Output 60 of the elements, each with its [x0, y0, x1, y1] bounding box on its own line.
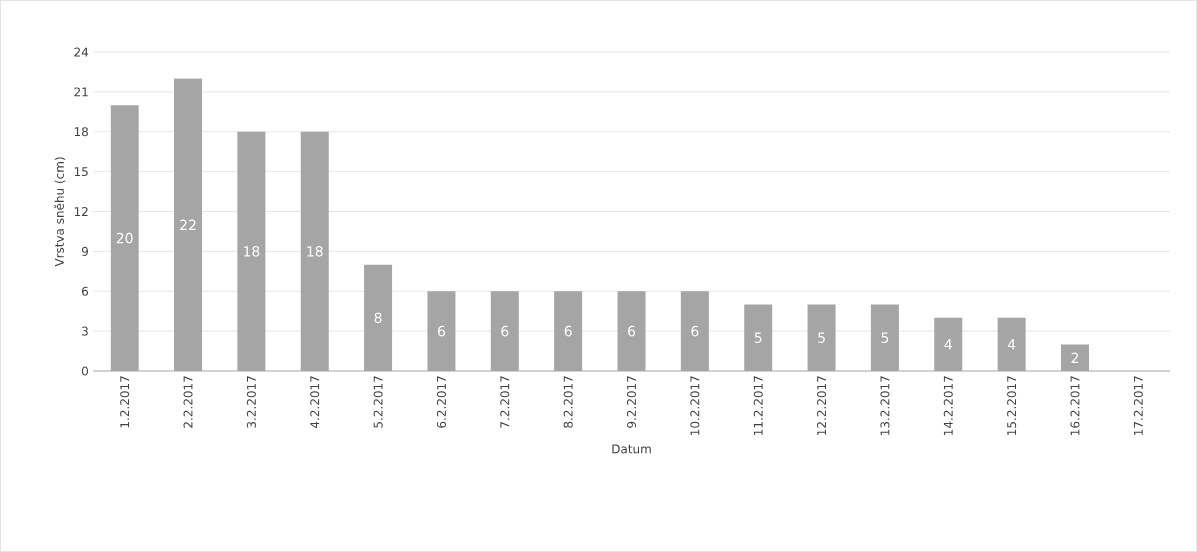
bar: [1060, 344, 1089, 371]
x-tick-label: 12.2.2017: [817, 376, 827, 435]
x-tick-label: 3.2.2017: [246, 376, 256, 428]
y-tick-label: 0: [81, 366, 89, 376]
data-label: 18: [307, 246, 323, 257]
x-tick-label: 6.2.2017: [436, 376, 446, 428]
x-tick-label: 7.2.2017: [500, 376, 510, 428]
bar: [364, 264, 393, 371]
data-label: 5: [881, 332, 889, 343]
x-tick-label: 1.2.2017: [120, 376, 130, 428]
data-label: 20: [116, 232, 133, 244]
bar: [427, 291, 456, 371]
bar: [744, 304, 773, 371]
y-tick-label: 21: [74, 87, 88, 97]
bar: [680, 291, 709, 371]
x-tick-label: 4.2.2017: [310, 376, 320, 429]
x-tick-label: 14.2.2017: [943, 376, 953, 435]
data-label: 4: [1007, 339, 1016, 350]
data-label: 6: [501, 325, 509, 337]
x-tick-label: 11.2.2017: [753, 376, 763, 435]
data-label: 5: [818, 332, 825, 343]
y-tick-label: 24: [74, 47, 89, 57]
data-label: 5: [754, 332, 762, 343]
bar: [870, 304, 899, 371]
data-label: 6: [691, 325, 699, 337]
bar: [490, 291, 519, 371]
y-tick-label: 3: [82, 326, 88, 336]
bar: [807, 304, 836, 371]
x-tick-label: 10.2.2017: [690, 376, 700, 435]
y-tick-label: 18: [74, 127, 88, 137]
x-axis-title: Datum: [612, 444, 651, 454]
y-tick-label: 9: [81, 246, 88, 256]
data-label: 4: [944, 339, 952, 350]
y-axis-title: Vrstva sněhu (cm): [54, 157, 66, 267]
bar: [110, 105, 139, 371]
data-label: 6: [628, 325, 636, 337]
bar: [237, 131, 266, 371]
x-tick-label: 9.2.2017: [626, 376, 637, 428]
x-tick-label: 2.2.2017: [183, 376, 193, 428]
x-tick-label: 17.2.2017: [1133, 376, 1143, 435]
data-label: 22: [180, 219, 196, 230]
x-tick-label: 8.2.2017: [563, 376, 573, 428]
data-label: 6: [437, 325, 446, 337]
y-tick-label: 12: [74, 207, 88, 216]
data-label: 6: [564, 325, 572, 337]
bar: [554, 291, 583, 371]
x-tick-label: 16.2.2017: [1070, 376, 1080, 435]
data-label: 8: [374, 312, 382, 324]
bar: [174, 78, 203, 371]
bar: [300, 131, 329, 371]
data-label: 2: [1071, 352, 1079, 363]
bar: [997, 317, 1026, 371]
bar: [934, 317, 963, 371]
x-tick-label: 5.2.2017: [373, 376, 383, 428]
x-tick-label: 15.2.2017: [1007, 376, 1017, 435]
bar: [617, 291, 646, 371]
y-tick-label: 15: [74, 167, 88, 177]
y-tick-label: 6: [82, 286, 89, 296]
x-tick-label: 13.2.2017: [880, 376, 890, 435]
data-label: 18: [244, 246, 260, 257]
